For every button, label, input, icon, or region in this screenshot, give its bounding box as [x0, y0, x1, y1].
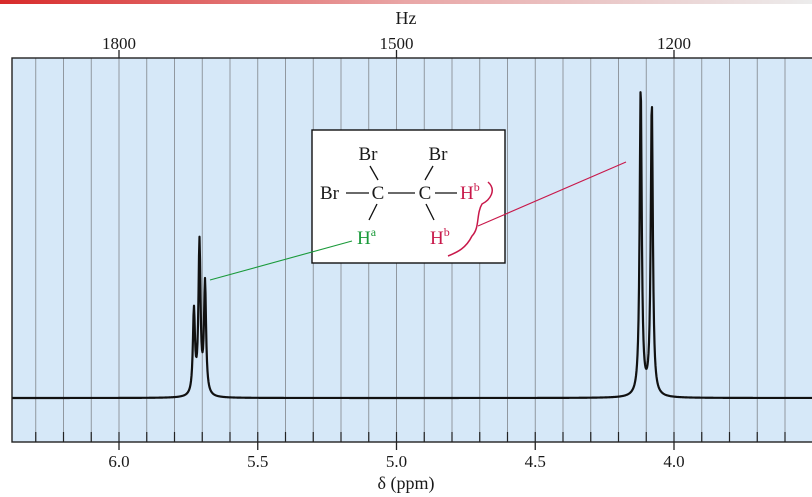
proton-a-label: Ha [357, 225, 377, 249]
top-tick-label: 1200 [657, 34, 691, 53]
x-tick-label: 4.5 [525, 452, 546, 471]
bottom-axis-tick-labels: 6.0 5.5 5.0 4.5 4.0 [108, 452, 684, 471]
top-axis-tick-labels: 1800 1500 1200 [102, 34, 691, 53]
structure-inset: Br Br Br C C Ha Hb Hb [311, 129, 506, 264]
x-axis-title: δ (ppm) [378, 473, 435, 494]
proton-a-pointer-line [209, 240, 353, 281]
br-left-label: Br [320, 183, 340, 204]
spectrum-trace [11, 91, 812, 400]
plot-frame [11, 57, 812, 443]
top-tick-label: 1800 [102, 34, 136, 53]
top-tick-label: 1500 [380, 34, 414, 53]
top-axis-ticks [118, 50, 675, 58]
br-top-left-label: Br [359, 144, 379, 165]
proton-b-pointer-line [477, 161, 627, 227]
bond-c2-hb-lower [425, 203, 435, 221]
x-tick-label: 4.0 [663, 452, 684, 471]
proton-b-bracket [447, 181, 493, 257]
br-top-right-label: Br [429, 144, 449, 165]
bond-c1-ha [368, 203, 378, 221]
proton-b-lower-label: Hb [430, 225, 450, 249]
carbon-1-label: C [372, 183, 385, 204]
bond-c1-br-top [369, 165, 379, 181]
x-tick-label: 6.0 [108, 452, 129, 471]
bond-c2-br-top [424, 165, 434, 181]
structure-box [311, 129, 506, 264]
top-decorative-bar [0, 0, 812, 4]
top-axis-title: Hz [396, 8, 417, 28]
x-tick-label: 5.5 [247, 452, 268, 471]
proton-b-right-label: Hb [460, 180, 480, 204]
bottom-axis-ticks [35, 432, 786, 450]
x-tick-label: 5.0 [386, 452, 407, 471]
carbon-2-label: C [419, 183, 432, 204]
